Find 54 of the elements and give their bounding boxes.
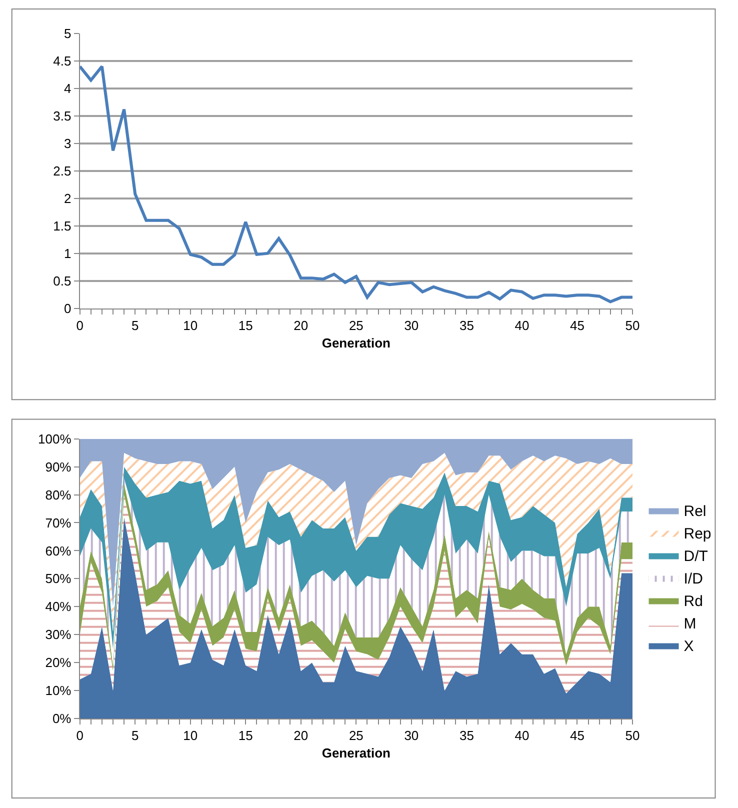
x-axis-title: Generation bbox=[322, 336, 391, 350]
legend-label: Rel bbox=[684, 503, 706, 520]
y-tick-label: 90% bbox=[45, 459, 72, 474]
x-tick-label: 50 bbox=[625, 318, 640, 333]
x-tick-label: 45 bbox=[570, 728, 584, 744]
x-tick-label: 45 bbox=[570, 318, 584, 333]
x-tick-label: 35 bbox=[459, 728, 474, 744]
x-tick-label: 35 bbox=[459, 318, 474, 333]
x-tick-label: 0 bbox=[76, 318, 84, 333]
y-tick-label: 0 bbox=[64, 300, 72, 316]
legend-label: X bbox=[684, 638, 694, 656]
y-tick-label: 30% bbox=[45, 627, 72, 642]
x-tick-label: 10 bbox=[183, 728, 198, 744]
x-tick-label: 30 bbox=[404, 728, 419, 744]
legend-label: M bbox=[684, 616, 696, 633]
x-tick-label: 40 bbox=[514, 318, 530, 333]
y-tick-label: 50% bbox=[45, 571, 72, 586]
y-tick-label: 3.5 bbox=[53, 108, 72, 124]
x-tick-label: 20 bbox=[294, 318, 308, 333]
legend-label: Rep bbox=[684, 526, 712, 543]
y-tick-label: 10% bbox=[45, 683, 72, 698]
legend-label: D/T bbox=[684, 548, 708, 566]
legend-label: I/D bbox=[684, 570, 704, 588]
x-axis-title: Generation bbox=[322, 746, 391, 761]
x-tick-label: 10 bbox=[183, 318, 198, 333]
x-tick-label: 25 bbox=[348, 728, 364, 744]
y-tick-label: 4.5 bbox=[53, 54, 72, 69]
y-tick-label: 80% bbox=[45, 487, 72, 502]
y-tick-label: 3 bbox=[64, 136, 72, 151]
y-tick-label: 40% bbox=[45, 599, 72, 614]
y-tick-label: 0.5 bbox=[53, 273, 72, 288]
x-tick-label: 25 bbox=[348, 318, 364, 333]
y-tick-label: 60% bbox=[45, 543, 72, 558]
y-tick-label: 2 bbox=[64, 190, 72, 206]
x-tick-label: 40 bbox=[514, 728, 530, 744]
y-tick-label: 1 bbox=[64, 246, 72, 261]
x-tick-label: 15 bbox=[238, 318, 253, 333]
x-tick-label: 0 bbox=[76, 728, 84, 744]
legend-label: Rd bbox=[684, 593, 703, 610]
y-tick-label: 0% bbox=[52, 711, 72, 726]
y-tick-label: 2.5 bbox=[53, 163, 72, 178]
line-series bbox=[80, 64, 632, 304]
y-tick-label: 4 bbox=[64, 81, 72, 96]
x-tick-label: 15 bbox=[238, 728, 253, 744]
x-tick-label: 30 bbox=[404, 318, 419, 333]
x-tick-label: 5 bbox=[131, 318, 139, 333]
y-tick-label: 100% bbox=[38, 431, 72, 446]
x-tick-label: 20 bbox=[294, 728, 308, 744]
y-tick-label: 20% bbox=[45, 655, 72, 670]
y-tick-label: 1.5 bbox=[53, 218, 72, 234]
y-tick-label: 5 bbox=[64, 26, 72, 42]
y-tick-label: 70% bbox=[45, 515, 72, 530]
x-tick-label: 5 bbox=[131, 728, 139, 744]
x-tick-label: 50 bbox=[625, 728, 640, 744]
